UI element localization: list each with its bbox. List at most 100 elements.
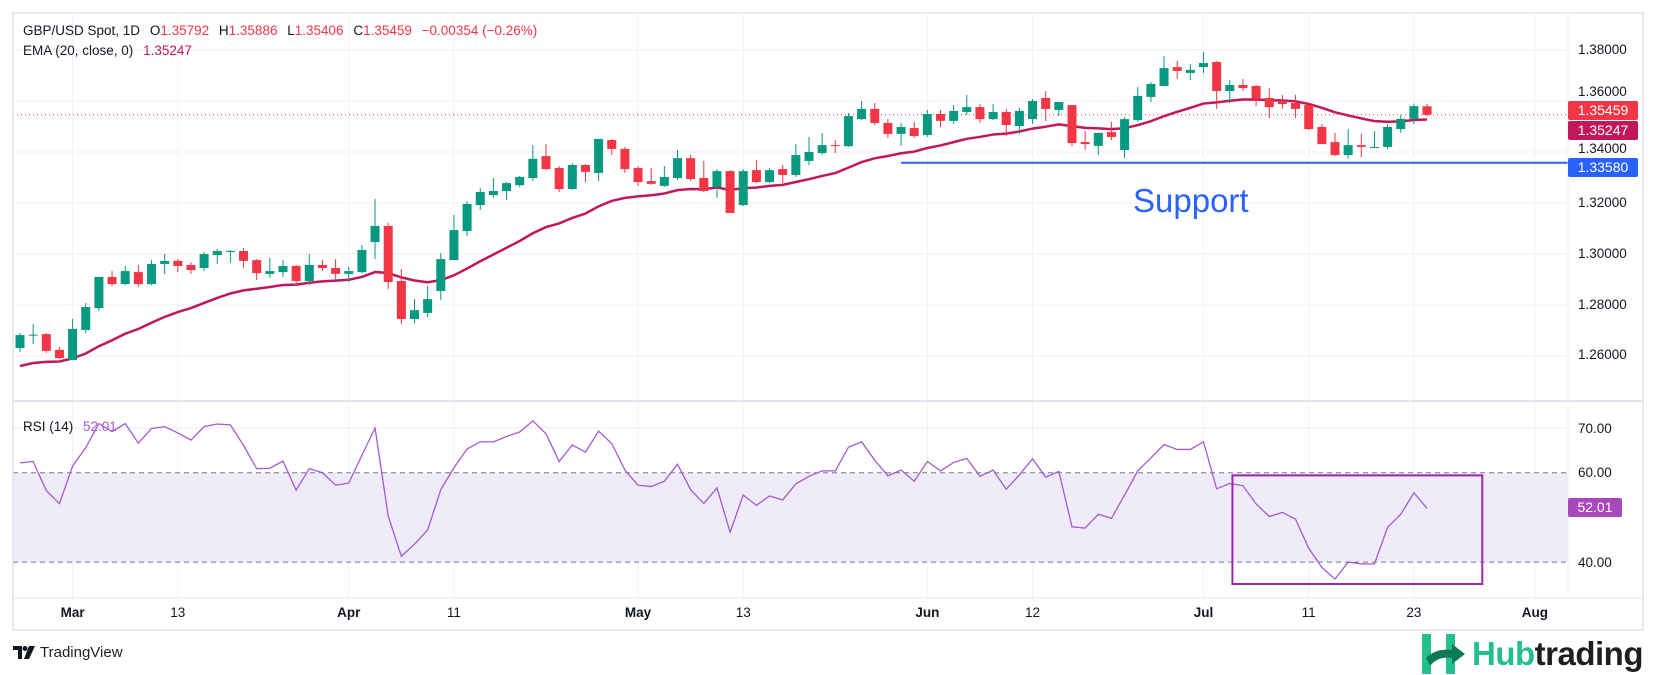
candle-body xyxy=(1106,132,1116,137)
time-tick-label: 11 xyxy=(446,605,461,620)
candle-body xyxy=(160,260,170,264)
candle-body xyxy=(396,281,406,320)
candle-body xyxy=(607,140,617,149)
candle-body xyxy=(1396,118,1406,130)
candle-body xyxy=(554,168,564,189)
candle xyxy=(15,333,25,352)
candle-body xyxy=(1383,127,1393,147)
candle xyxy=(620,146,630,173)
last-price-badge: 1.35459 xyxy=(1568,101,1638,120)
candle-body xyxy=(1422,106,1432,115)
candle-body xyxy=(673,158,682,179)
candle xyxy=(304,254,314,286)
candle-body xyxy=(357,249,367,273)
candle-body xyxy=(1172,67,1182,71)
candle-body xyxy=(1304,105,1314,130)
candle-body xyxy=(462,204,472,232)
candle xyxy=(331,259,341,281)
candle-body xyxy=(791,155,801,175)
candle xyxy=(1264,87,1274,119)
time-tick-label: Aug xyxy=(1521,605,1548,620)
candle xyxy=(252,259,262,281)
candle xyxy=(1304,105,1314,131)
candle xyxy=(278,260,288,277)
time-tick-label: Apr xyxy=(337,605,361,620)
rsi-legend[interactable]: RSI (14) 52.01 xyxy=(23,419,123,434)
candle xyxy=(1356,133,1366,158)
candle-body xyxy=(659,176,669,186)
candle-body xyxy=(896,127,906,134)
candle-body xyxy=(1185,69,1195,73)
candle xyxy=(791,144,801,177)
time-tick-label: 13 xyxy=(170,605,186,620)
candle-body xyxy=(344,271,354,274)
candle xyxy=(410,299,419,324)
candle xyxy=(870,103,880,125)
candle-body xyxy=(225,250,235,252)
candle-body xyxy=(962,107,972,112)
candle xyxy=(317,260,327,272)
candle-body xyxy=(475,192,485,206)
candle xyxy=(659,166,669,187)
candle xyxy=(449,214,459,261)
candle xyxy=(1080,131,1090,150)
candle xyxy=(830,140,840,154)
open-value: 1.35792 xyxy=(160,23,210,38)
candle xyxy=(94,276,104,312)
open-label: O xyxy=(149,23,161,38)
candle-body xyxy=(988,111,998,120)
candle-body xyxy=(147,263,156,285)
ema-line xyxy=(19,98,1428,368)
candle-body xyxy=(239,250,249,261)
candle-body xyxy=(778,169,788,175)
candle-body xyxy=(291,265,301,282)
tradingview-logo[interactable]: TradingView xyxy=(13,644,123,661)
candle-body xyxy=(252,260,262,274)
close-label: C xyxy=(353,23,364,38)
candle-body xyxy=(436,259,446,291)
symbol-legend[interactable]: GBP/USD Spot, 1D O1.35792 H1.35886 L1.35… xyxy=(23,23,543,38)
candle xyxy=(199,251,209,272)
price-tick-label: 1.30000 xyxy=(1578,246,1627,261)
candle-body xyxy=(1199,63,1208,68)
candle xyxy=(1238,79,1248,92)
candle-body xyxy=(686,158,696,180)
chart-border xyxy=(12,12,1644,631)
candle xyxy=(528,145,538,182)
candle-body xyxy=(870,108,880,123)
candle-body xyxy=(580,165,590,172)
price-tick-label: 1.26000 xyxy=(1578,347,1627,362)
candle-body xyxy=(15,335,25,349)
candle-body xyxy=(725,171,735,213)
price-tick-label: 1.36000 xyxy=(1578,84,1627,99)
candle-body xyxy=(331,268,341,274)
candle-body xyxy=(186,264,196,271)
candle xyxy=(54,347,64,360)
candle-body xyxy=(1238,84,1248,88)
low-value: 1.35406 xyxy=(294,23,344,38)
ema-label: EMA (20, close, 0) xyxy=(23,43,134,58)
hubtrading-icon xyxy=(1422,634,1465,674)
candle xyxy=(160,254,170,274)
candle xyxy=(344,267,354,283)
candle xyxy=(607,138,617,156)
candle-body xyxy=(41,334,51,351)
time-tick-label: 12 xyxy=(1025,605,1041,620)
ema-legend[interactable]: EMA (20, close, 0) 1.35247 xyxy=(23,43,198,58)
candles xyxy=(15,52,1432,361)
candle-body xyxy=(1001,111,1011,125)
candle xyxy=(725,170,735,213)
candle xyxy=(580,163,590,183)
high-label: H xyxy=(218,23,229,38)
candle-body xyxy=(620,148,630,170)
price-tick-label: 1.34000 xyxy=(1578,141,1627,156)
candle-body xyxy=(751,170,761,183)
trading-wordmark: trading xyxy=(1534,635,1644,672)
candle-body xyxy=(1041,97,1051,109)
candle-body xyxy=(646,181,656,184)
candle xyxy=(265,258,275,278)
time-tick-label: 23 xyxy=(1406,605,1422,620)
candle xyxy=(1277,94,1287,109)
candle-body xyxy=(975,107,985,120)
